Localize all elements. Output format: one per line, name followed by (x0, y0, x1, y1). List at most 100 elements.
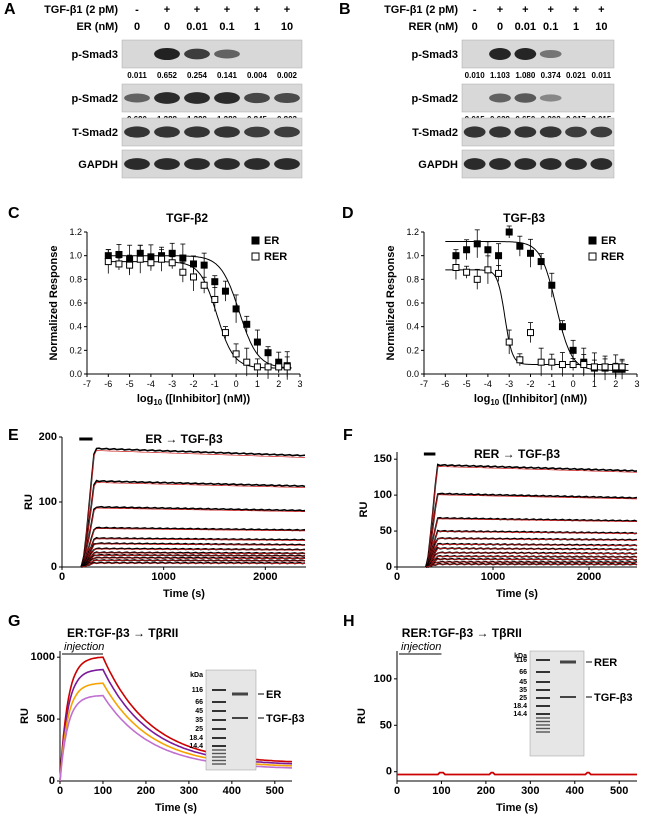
y-tick-label: 200 (39, 431, 57, 443)
concentration-value: 0 (164, 21, 170, 33)
y-tick-label: 0 (51, 561, 57, 573)
sensorgram (425, 537, 638, 568)
chart-title: RER:TGF-β3 → TβRII (402, 626, 522, 640)
x-tick-label: 2000 (253, 571, 277, 583)
blot-panel-A: A TGF-β1 (2 pM) ER (nM) - + + + + +0 0 0.01 0.1 1 10 p… (4, 1, 303, 179)
x-tick-label: -1 (211, 379, 219, 389)
x-axis-label-part: 10 (153, 398, 162, 407)
blot-band (244, 92, 270, 104)
y-tick-label: 50 (380, 525, 392, 537)
data-point (537, 258, 545, 266)
sensorgram-fit (425, 558, 637, 568)
data-point (264, 363, 272, 371)
sensorgram-fit (80, 507, 306, 568)
data-point (190, 273, 197, 281)
y-tick-label: 0.8 (406, 274, 419, 284)
x-axis-label: log10 ([Inhibitor] (nM)) (137, 393, 251, 407)
legend-marker (588, 236, 597, 245)
data-point (221, 287, 229, 295)
x-axis-label-part: ([Inhibitor] (nM)) (162, 393, 250, 405)
sensorgram (425, 554, 638, 568)
panel-label: A (4, 1, 16, 18)
sensorgram (425, 529, 638, 568)
gel-inset-G: kDa 116 66 45 35 25 18.414.4 ER TGF-β3 (189, 669, 305, 771)
x-tick-label: 2000 (577, 571, 601, 583)
chart-panel-H: H 0 100 200 300 400 500 0 50 100 RER:TGF-β3 → TβRI… (343, 613, 637, 814)
sensorgram-fit (81, 562, 305, 568)
concentration-value: 1 (254, 21, 260, 33)
data-point (221, 329, 229, 337)
sensorgram-fit (81, 560, 305, 568)
data-point (548, 358, 556, 366)
sensorgram-data (425, 516, 638, 568)
blot-quantification: 0.011 (127, 71, 147, 80)
data-point (569, 361, 577, 369)
sensorgram-fit (425, 548, 637, 568)
sensorgram-fit (425, 563, 637, 568)
x-tick-label: 500 (610, 785, 628, 797)
data-point (136, 255, 144, 263)
blot-band (124, 93, 150, 103)
legend-marker (251, 252, 260, 261)
sensorgram (425, 492, 638, 568)
sensorgram-data (80, 526, 306, 568)
sensorgram (425, 463, 638, 568)
blot-membrane (461, 149, 615, 179)
sensorgram (425, 546, 638, 568)
chart-panel-D: D -7 -6 -5 -4 -3 -2 -1 0 1 2 3 0.0 0.2 0.4 0.6 0.8 1.0 1.2… (342, 205, 640, 407)
data-point (484, 246, 492, 254)
x-tick-label: -1 (548, 379, 556, 389)
sensorgram-data (80, 505, 306, 568)
chart-title: ER → TGF-β3 (145, 432, 223, 446)
y-tick-label: 1.2 (406, 227, 419, 237)
x-tick-label: -2 (189, 379, 197, 389)
y-tick-label: 0.4 (69, 322, 82, 332)
sensorgram (81, 559, 306, 568)
y-axis-label: RU (23, 494, 35, 510)
data-point (569, 346, 577, 354)
panel-label: G (8, 613, 20, 630)
data-point (558, 361, 566, 369)
blot-quantification: 0.141 (217, 71, 238, 80)
blot-band (154, 92, 180, 104)
blot-band (244, 126, 270, 138)
blot-panel-B: B TGF-β1 (2 pM) RER (nM) - + + + + +0 0 0.01 0.1 1 10… (339, 1, 615, 179)
ladder-mass: 35 (195, 717, 203, 724)
data-point (232, 350, 240, 358)
blot-band (565, 126, 587, 138)
sensorgram-fit (80, 482, 306, 568)
data-point (243, 358, 251, 366)
blot-band (184, 92, 210, 104)
sensorgram-data (425, 463, 638, 568)
sensorgram (425, 542, 638, 568)
x-tick-label: 3 (634, 379, 639, 389)
blot-quantification: 0.002 (277, 71, 298, 80)
x-tick-label: 1 (255, 379, 260, 389)
concentration-value: 0 (497, 21, 503, 33)
treatment-mark: + (497, 4, 503, 16)
ladder-mass: 45 (195, 708, 203, 715)
blot-quantification: 0.010 (465, 71, 486, 80)
sensorgram-data (425, 492, 638, 568)
data-point (495, 269, 503, 277)
x-axis-label-part: ([Inhibitor] (nM)) (499, 393, 587, 405)
panel-label: F (343, 427, 353, 444)
blot-band (214, 126, 240, 138)
data-point (179, 268, 187, 276)
sensorgram-fit (425, 561, 637, 568)
sensorgram-data (425, 529, 638, 568)
x-axis-label-part: log (137, 393, 154, 405)
x-tick-label: 300 (521, 785, 539, 797)
sensorgram (425, 560, 638, 568)
concentration-value: 10 (595, 21, 607, 33)
data-point (590, 363, 598, 371)
blot-row-GAPDH: GAPDH (418, 149, 615, 179)
data-point (516, 356, 524, 364)
sensorgram (81, 561, 306, 568)
legend-marker (251, 236, 260, 245)
data-point (537, 358, 545, 366)
x-tick-label: 400 (223, 785, 241, 797)
blot-row-T-Smad2: T-Smad2 (412, 117, 615, 147)
treatment-mark: + (194, 4, 200, 16)
blot-band (539, 158, 562, 170)
